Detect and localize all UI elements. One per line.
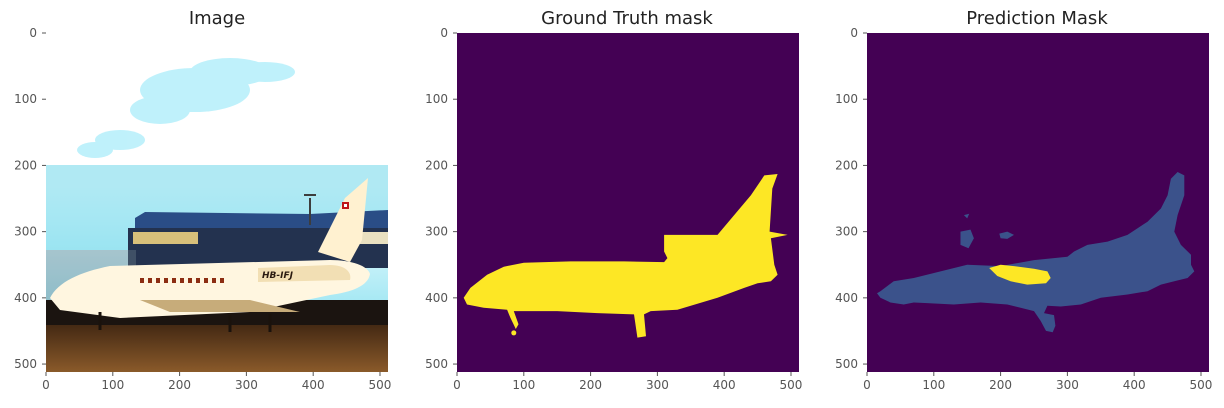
- y-tick-label: 500: [14, 357, 37, 371]
- x-tick-label: 0: [42, 378, 50, 392]
- y-tick-label: 100: [835, 92, 858, 106]
- axes: 0 100 200 300 400 500 0 100 200 300 400 500: [425, 26, 802, 392]
- y-tick-label: 500: [425, 357, 448, 371]
- y-tick-label: 500: [835, 357, 858, 371]
- x-tick-label: 500: [1190, 378, 1213, 392]
- x-tick-label: 200: [168, 378, 191, 392]
- x-tick-label: 0: [453, 378, 461, 392]
- y-tick-label: 200: [14, 158, 37, 172]
- x-tick-label: 500: [369, 378, 392, 392]
- x-tick-label: 100: [512, 378, 535, 392]
- x-tick-label: 100: [101, 378, 124, 392]
- cabin-windows: [140, 278, 224, 283]
- mask-region-class-1-island: [999, 231, 1014, 239]
- mask-region-aircraft: [463, 174, 788, 338]
- y-tick-label: 400: [835, 291, 858, 305]
- cloud-shape: [77, 58, 295, 158]
- y-tick-label: 200: [835, 158, 858, 172]
- x-tick-label: 200: [989, 378, 1012, 392]
- y-tick-label: 100: [14, 92, 37, 106]
- x-tick-label: 300: [646, 378, 669, 392]
- mask-region-class-1-island: [960, 229, 974, 249]
- y-tick-label: 400: [14, 291, 37, 305]
- mask-region-class-2: [989, 264, 1051, 285]
- x-tick-label: 400: [302, 378, 325, 392]
- x-tick-label: 200: [579, 378, 602, 392]
- photo-image: HB-IFJ: [46, 33, 388, 372]
- x-tick-label: 500: [780, 378, 803, 392]
- mask-region-fragment: [511, 330, 517, 336]
- mask-background: [867, 33, 1209, 372]
- x-tick-label: 0: [863, 378, 871, 392]
- aircraft-engine: [258, 265, 351, 282]
- x-tick-label: 300: [1056, 378, 1079, 392]
- x-tick-label: 400: [1123, 378, 1146, 392]
- mask-heatmap: [457, 33, 799, 372]
- hangar-roof: [135, 210, 388, 232]
- axes: 0 100 200 300 400 500 0 100 200 300 400 500: [835, 26, 1212, 392]
- y-tick-label: 0: [29, 26, 37, 40]
- mask-region-class-1-island: [963, 213, 970, 219]
- landing-gear: [98, 312, 272, 332]
- panel-ground-truth: Ground Truth mask 0 100 200 300 400 500 0 100 20…: [425, 8, 802, 392]
- x-tick-label: 400: [713, 378, 736, 392]
- panel-image: Image: [14, 8, 391, 392]
- panel-prediction: Prediction Mask 0 100 200 300 400 500 0 100 200 3…: [835, 8, 1212, 392]
- y-tick-label: 100: [425, 92, 448, 106]
- panel-title: Image: [189, 8, 245, 29]
- y-tick-label: 200: [425, 158, 448, 172]
- y-tick-label: 0: [850, 26, 858, 40]
- y-tick-label: 0: [440, 26, 448, 40]
- aircraft-registration: HB-IFJ: [262, 271, 294, 281]
- ground: [46, 318, 388, 372]
- axes: 0 100 200 300 400 500 0 100 200 300 400 500: [14, 26, 391, 392]
- aircraft-tail: [318, 178, 368, 262]
- mask-region-class-1: [877, 172, 1195, 333]
- aircraft-wing: [140, 300, 300, 312]
- y-tick-label: 300: [14, 225, 37, 239]
- y-tick-label: 400: [425, 291, 448, 305]
- floodlight-mast: [304, 194, 316, 225]
- panel-title: Prediction Mask: [966, 8, 1108, 29]
- panel-title: Ground Truth mask: [541, 8, 713, 29]
- mask-heatmap: [867, 33, 1209, 372]
- y-tick-label: 300: [425, 225, 448, 239]
- y-tick-label: 300: [835, 225, 858, 239]
- x-tick-label: 300: [235, 378, 258, 392]
- x-tick-label: 100: [922, 378, 945, 392]
